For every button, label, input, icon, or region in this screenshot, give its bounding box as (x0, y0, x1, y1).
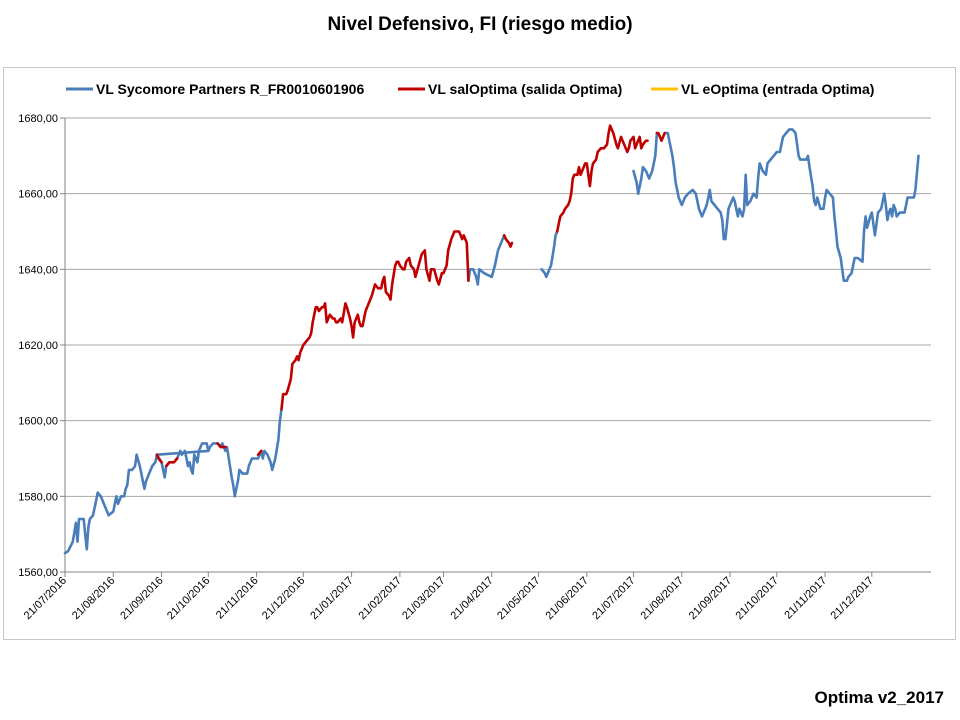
series-line-12 (502, 234, 514, 248)
xtick-label-2: 21/09/2016 (118, 575, 165, 622)
ytick-label-1: 1580,00 (18, 491, 58, 503)
xtick-label-16: 21/11/2017 (782, 575, 829, 622)
ytick-label-0: 1560,00 (18, 567, 58, 579)
footer-label: Optima v2_2017 (814, 688, 944, 707)
xtick-label-9: 21/04/2017 (448, 575, 495, 622)
xtick-label-15: 21/10/2017 (734, 575, 781, 622)
series-line-8 (164, 457, 179, 468)
series-line-11 (280, 230, 470, 411)
xtick-label-17: 21/12/2017 (829, 575, 876, 622)
xtick-label-6: 21/01/2017 (308, 575, 355, 622)
axes (64, 118, 931, 577)
series-line-14 (655, 131, 667, 142)
y-tick-labels: 1560,00 1580,00 1600,00 1620,00 1640,00 1660,… (18, 113, 58, 579)
series-line-13 (555, 124, 649, 233)
ytick-label-3: 1620,00 (18, 340, 58, 352)
xtick-label-12: 21/07/2017 (590, 575, 637, 622)
ytick-label-4: 1640,00 (18, 264, 58, 276)
series-line-4 (540, 230, 559, 279)
legend: VL Sycomore Partners R_FR0010601906 VL sa… (66, 81, 874, 97)
series-lines (63, 124, 920, 555)
ytick-label-6: 1680,00 (18, 113, 58, 125)
xtick-label-8: 21/03/2017 (400, 575, 447, 622)
xtick-label-13: 21/08/2017 (638, 575, 685, 622)
xtick-label-4: 21/11/2016 (214, 575, 261, 622)
chart-frame (3, 67, 956, 640)
series-line-3 (467, 234, 506, 286)
xtick-label-11: 21/06/2017 (543, 575, 590, 622)
chart-title: Nivel Defensivo, FI (riesgo medio) (327, 14, 633, 35)
series-line-6 (663, 128, 920, 283)
xtick-label-0: 21/07/2016 (22, 575, 69, 622)
xtick-label-7: 21/02/2017 (357, 575, 404, 622)
series-line-10 (256, 449, 263, 457)
ytick-label-5: 1660,00 (18, 189, 58, 201)
series-line-2 (175, 442, 210, 475)
series-line-7 (155, 453, 163, 464)
xtick-label-1: 21/08/2016 (70, 575, 117, 622)
series-line-9 (216, 442, 227, 449)
xtick-label-10: 21/05/2017 (495, 575, 542, 622)
gridlines (60, 117, 931, 573)
ytick-label-2: 1600,00 (18, 416, 58, 428)
xtick-label-5: 21/12/2016 (260, 575, 307, 622)
series-line-5 (632, 131, 659, 195)
legend-label-1: VL salOptima (salida Optima) (428, 81, 622, 97)
series-line-0 (63, 407, 283, 555)
legend-label-0: VL Sycomore Partners R_FR0010601906 (96, 81, 364, 97)
x-tick-labels: 21/07/2016 21/08/2016 21/09/2016 21/10/2016… (22, 575, 876, 622)
legend-label-2: VL eOptima (entrada Optima) (681, 81, 874, 97)
xtick-label-3: 21/10/2016 (165, 575, 212, 622)
xtick-label-14: 21/09/2017 (687, 575, 734, 622)
